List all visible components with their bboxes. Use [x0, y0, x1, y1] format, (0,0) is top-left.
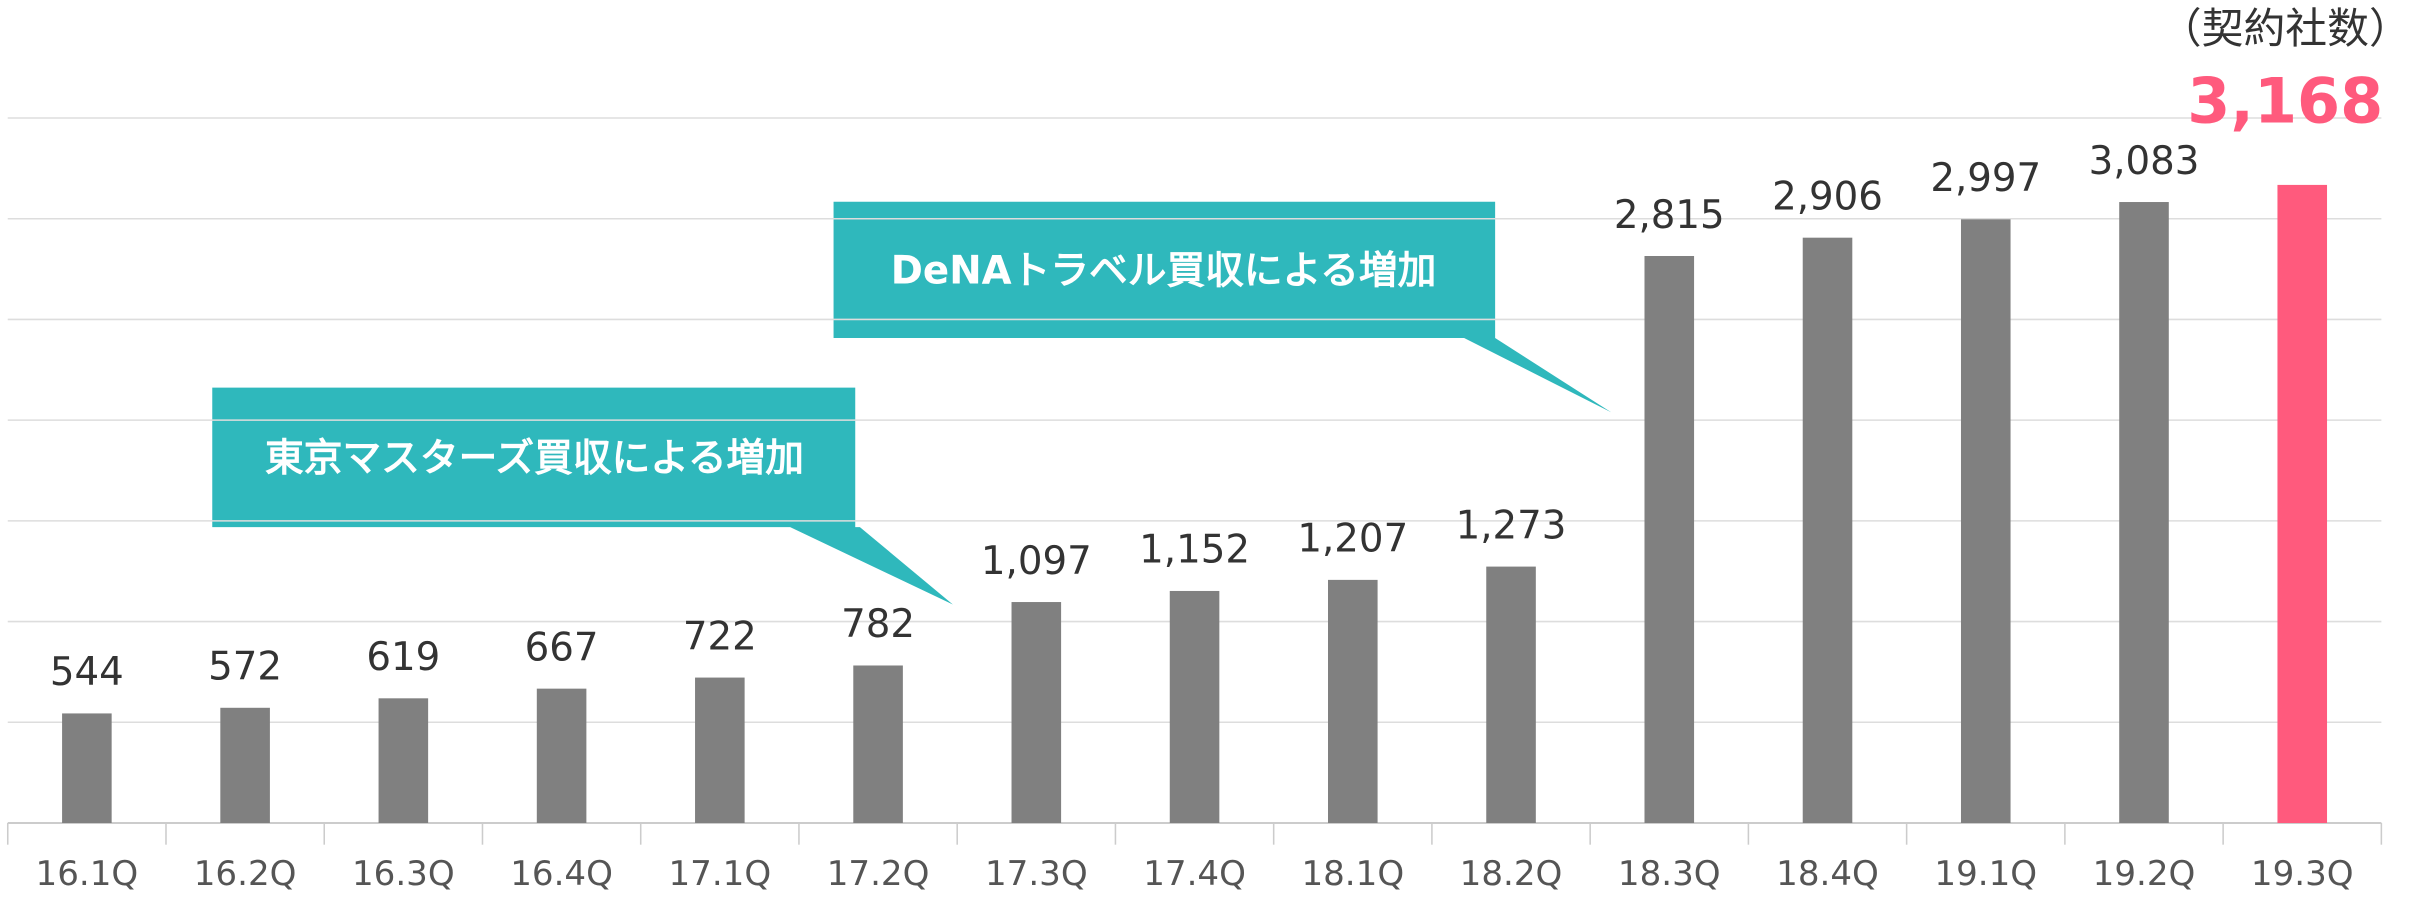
x-tick-label: 18.2Q: [1460, 854, 1563, 893]
x-tick-label: 19.2Q: [2093, 854, 2196, 893]
annotation: DeNAトラベル買収による増加: [891, 248, 1437, 293]
bar: [378, 698, 429, 823]
value-label: 1,273: [1456, 503, 1567, 548]
bar: [853, 665, 903, 823]
x-tick-label: 16.4Q: [510, 854, 613, 893]
value-label: 2,815: [1614, 193, 1725, 238]
bar: [62, 713, 112, 823]
x-tick-label: 18.1Q: [1301, 854, 1404, 893]
x-tick-label: 17.4Q: [1143, 854, 1246, 893]
value-label: 1,097: [981, 539, 1092, 584]
bar: [1169, 590, 1220, 823]
value-label: 667: [525, 625, 599, 670]
bar: [220, 707, 270, 823]
x-tick-label: 18.3Q: [1618, 854, 1721, 893]
value-label: 782: [841, 602, 915, 647]
value-label: 544: [50, 650, 124, 695]
bar: [1011, 602, 1062, 823]
value-label: 1,207: [1297, 517, 1408, 562]
bar: [2277, 184, 2328, 823]
value-label: 1,152: [1139, 528, 1250, 573]
value-label: 572: [208, 645, 282, 690]
callout: [212, 387, 953, 605]
x-tick-label: 19.3Q: [2251, 854, 2354, 893]
x-tick-label: 16.1Q: [36, 854, 139, 893]
value-label: 3,083: [2089, 139, 2200, 184]
bar: [1802, 237, 1853, 823]
x-tick-label: 17.3Q: [985, 854, 1088, 893]
unit-label: （契約社数）: [2160, 4, 2411, 53]
bar: [695, 677, 745, 823]
value-label: 2,906: [1772, 174, 1883, 219]
x-tick-label: 16.2Q: [194, 854, 297, 893]
bar: [2119, 202, 2169, 823]
bar: [1486, 566, 1536, 823]
value-label: 619: [366, 635, 440, 680]
annotation: 東京マスターズ買収による増加: [265, 436, 804, 481]
x-tick-label: 18.4Q: [1776, 854, 1879, 893]
highlight-value-label: 3,168: [2187, 65, 2383, 138]
bar: [536, 688, 587, 823]
callout: [833, 201, 1612, 413]
bar: [1644, 256, 1695, 823]
bar: [1960, 219, 2011, 823]
value-label: 722: [683, 614, 757, 659]
x-tick-label: 17.2Q: [827, 854, 930, 893]
x-tick-label: 17.1Q: [668, 854, 771, 893]
bar: [1328, 579, 1378, 823]
x-tick-label: 16.3Q: [352, 854, 455, 893]
value-label: 2,997: [1930, 156, 2041, 201]
x-tick-label: 19.1Q: [1934, 854, 2037, 893]
